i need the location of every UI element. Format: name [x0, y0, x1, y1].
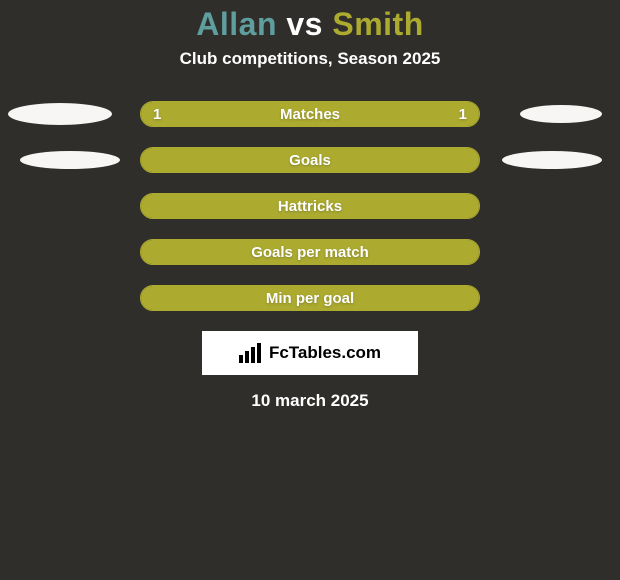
title-vs: vs — [286, 6, 323, 42]
subtitle: Club competitions, Season 2025 — [0, 49, 620, 69]
footer-date: 10 march 2025 — [0, 391, 620, 411]
player1-avatar-placeholder — [20, 151, 120, 169]
stat-bar-right-fill — [310, 194, 479, 218]
stat-row: Matches11 — [0, 101, 620, 127]
stat-bar: Goals per match — [140, 239, 480, 265]
stats-rows: Matches11 Goals Hattricks Goals per match Mi… — [0, 101, 620, 311]
bar-chart-icon — [239, 343, 263, 363]
stat-bar: Goals — [140, 147, 480, 173]
stat-bar-left-fill — [141, 102, 310, 126]
stat-row: Goals per match — [0, 239, 620, 265]
stat-bar: Hattricks — [140, 193, 480, 219]
page-root: Allan vs Smith Club competitions, Season… — [0, 0, 620, 580]
footer-logo: FcTables.com — [202, 331, 418, 375]
stat-bar-right-fill — [310, 240, 479, 264]
stat-bar-left-fill — [141, 286, 310, 310]
stat-row: Min per goal — [0, 285, 620, 311]
stat-bar-right-fill — [310, 102, 479, 126]
main-title: Allan vs Smith — [0, 0, 620, 43]
title-player2: Smith — [332, 6, 423, 42]
footer-logo-text: FcTables.com — [269, 343, 381, 363]
stat-bar-left-fill — [141, 194, 310, 218]
stat-bar-right-fill — [310, 148, 479, 172]
stat-bar-right-fill — [310, 286, 479, 310]
stat-row: Goals — [0, 147, 620, 173]
title-player1: Allan — [196, 6, 277, 42]
stat-bar-left-fill — [141, 148, 310, 172]
stat-bar: Min per goal — [140, 285, 480, 311]
player1-avatar-placeholder — [8, 103, 112, 125]
player2-avatar-placeholder — [520, 105, 602, 123]
stat-bar-left-fill — [141, 240, 310, 264]
stat-row: Hattricks — [0, 193, 620, 219]
stat-bar: Matches11 — [140, 101, 480, 127]
player2-avatar-placeholder — [502, 151, 602, 169]
